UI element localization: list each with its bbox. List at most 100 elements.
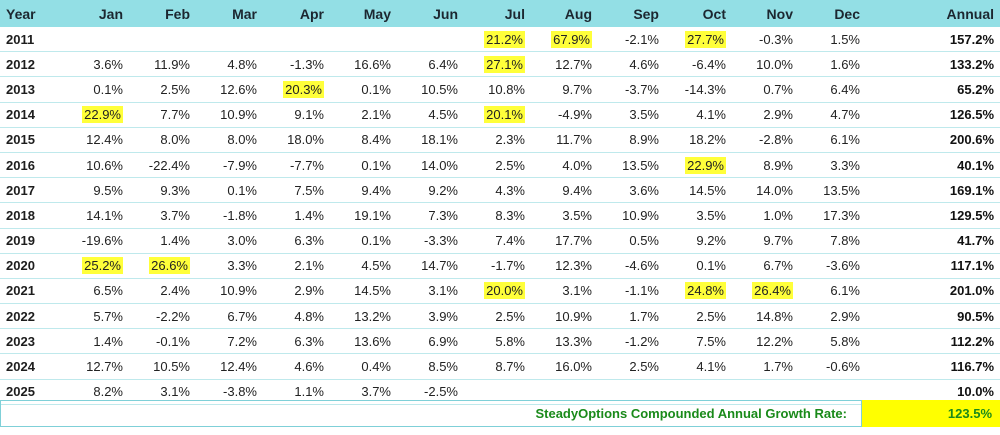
row-annual: 126.5% <box>866 102 1000 128</box>
month-cell: 20.0% <box>464 278 531 305</box>
cell-value: -14.3% <box>684 81 726 97</box>
table-row: 2019 -19.6% 1.4% 3.0% 6.3% 0.1% -3.3% 7.4% 17.7%… <box>0 228 1000 254</box>
cell-value: 17.3% <box>823 207 860 223</box>
month-cell: -3.6% <box>799 253 866 279</box>
month-cell: 14.8% <box>732 303 799 330</box>
month-cell: -1.2% <box>598 328 665 355</box>
cagr-footer: SteadyOptions Compounded Annual Growth R… <box>0 400 1000 427</box>
month-cell: 6.3% <box>263 328 330 355</box>
month-cell: 9.2% <box>397 177 464 204</box>
month-cell: 8.4% <box>330 127 397 153</box>
row-annual: 41.7% <box>866 228 1000 254</box>
month-cell: 7.3% <box>397 202 464 229</box>
month-cell: 4.6% <box>598 51 665 78</box>
cell-value: 3.3% <box>227 258 257 274</box>
cell-value: -19.6% <box>81 233 123 249</box>
cell-value: 9.4% <box>361 182 391 198</box>
cell-value: 22.9% <box>82 106 123 124</box>
row-year: 2014 <box>0 102 62 128</box>
cell-value: 2.9% <box>830 308 860 324</box>
month-cell: 8.0% <box>129 127 196 153</box>
month-cell: 2.4% <box>129 278 196 305</box>
column-header-may: May <box>330 0 397 27</box>
cell-value: 10.6% <box>86 157 123 173</box>
month-cell: 7.5% <box>665 328 732 355</box>
row-annual: 90.5% <box>866 303 1000 330</box>
cell-value: 6.9% <box>428 333 458 349</box>
month-cell: 18.2% <box>665 127 732 153</box>
cell-value: 12.4% <box>86 132 123 148</box>
month-cell: 2.5% <box>464 303 531 330</box>
cell-value: 8.3% <box>495 207 525 223</box>
month-cell: 3.7% <box>129 202 196 229</box>
month-cell: 9.4% <box>531 177 598 204</box>
month-cell: 1.4% <box>62 328 129 355</box>
cell-value: 2.9% <box>763 107 793 123</box>
cell-value: 4.5% <box>428 107 458 123</box>
month-cell: 7.5% <box>263 177 330 204</box>
month-cell: 1.7% <box>732 353 799 380</box>
month-cell: 10.9% <box>196 278 263 305</box>
cell-value: 20.0% <box>484 282 525 300</box>
cell-value: 2.5% <box>160 81 190 97</box>
column-header-apr: Apr <box>263 0 330 27</box>
month-cell: 4.7% <box>799 102 866 128</box>
cell-value: 0.5% <box>629 233 659 249</box>
month-cell: -2.2% <box>129 303 196 330</box>
row-year: 2013 <box>0 76 62 103</box>
column-header-annual: Annual <box>866 0 1000 27</box>
month-cell: 6.7% <box>196 303 263 330</box>
month-cell <box>62 27 129 53</box>
month-cell: 22.9% <box>665 152 732 179</box>
cell-value: 3.1% <box>160 384 190 400</box>
table-row: 2012 3.6% 11.9% 4.8% -1.3% 16.6% 6.4% 27.1% 12.7… <box>0 51 1000 78</box>
month-cell: 14.5% <box>330 278 397 305</box>
row-year: 2019 <box>0 228 62 254</box>
month-cell: 20.1% <box>464 102 531 128</box>
table-row: 2021 6.5% 2.4% 10.9% 2.9% 14.5% 3.1% 20.0% 3.1% -… <box>0 278 1000 305</box>
month-cell: 3.5% <box>665 202 732 229</box>
cell-value: 0.1% <box>93 81 123 97</box>
cell-value: -6.4% <box>692 56 726 72</box>
cell-value: 26.4% <box>752 282 793 300</box>
month-cell: 0.1% <box>330 228 397 254</box>
month-cell: 0.1% <box>62 76 129 103</box>
month-cell: 8.3% <box>464 202 531 229</box>
cell-value: 1.4% <box>160 233 190 249</box>
cell-value: 13.6% <box>354 333 391 349</box>
table-row: 2013 0.1% 2.5% 12.6% 20.3% 0.1% 10.5% 10.8% 9.7%… <box>0 76 1000 103</box>
cell-value: 8.4% <box>361 132 391 148</box>
month-cell: 4.5% <box>397 102 464 128</box>
cell-value: -4.9% <box>558 107 592 123</box>
month-cell: 4.8% <box>196 51 263 78</box>
month-cell: -0.3% <box>732 27 799 53</box>
row-year: 2020 <box>0 253 62 279</box>
cell-value: 9.2% <box>696 233 726 249</box>
month-cell: -19.6% <box>62 228 129 254</box>
month-cell: 2.1% <box>263 253 330 279</box>
cell-value: 8.9% <box>763 157 793 173</box>
month-cell: 9.7% <box>732 228 799 254</box>
month-cell: 3.6% <box>62 51 129 78</box>
cell-value: 1.6% <box>830 56 860 72</box>
month-cell: 6.1% <box>799 278 866 305</box>
cell-value: -1.8% <box>223 207 257 223</box>
cell-value: -22.4% <box>148 157 190 173</box>
month-cell: 14.1% <box>62 202 129 229</box>
cell-value: 1.0% <box>763 207 793 223</box>
cell-value: 16.0% <box>555 359 592 375</box>
cell-value: 0.7% <box>763 81 793 97</box>
month-cell: 12.2% <box>732 328 799 355</box>
month-cell: 8.9% <box>598 127 665 153</box>
month-cell: 22.9% <box>62 102 129 128</box>
cell-value: -3.3% <box>424 233 458 249</box>
column-header-dec: Dec <box>799 0 866 27</box>
cell-value: 4.0% <box>562 157 592 173</box>
month-cell: 4.1% <box>665 353 732 380</box>
month-cell: 2.3% <box>464 127 531 153</box>
cell-value: 1.4% <box>294 207 324 223</box>
row-annual: 116.7% <box>866 353 1000 380</box>
month-cell: 27.1% <box>464 51 531 78</box>
cell-value: 9.4% <box>562 182 592 198</box>
column-header-feb: Feb <box>129 0 196 27</box>
